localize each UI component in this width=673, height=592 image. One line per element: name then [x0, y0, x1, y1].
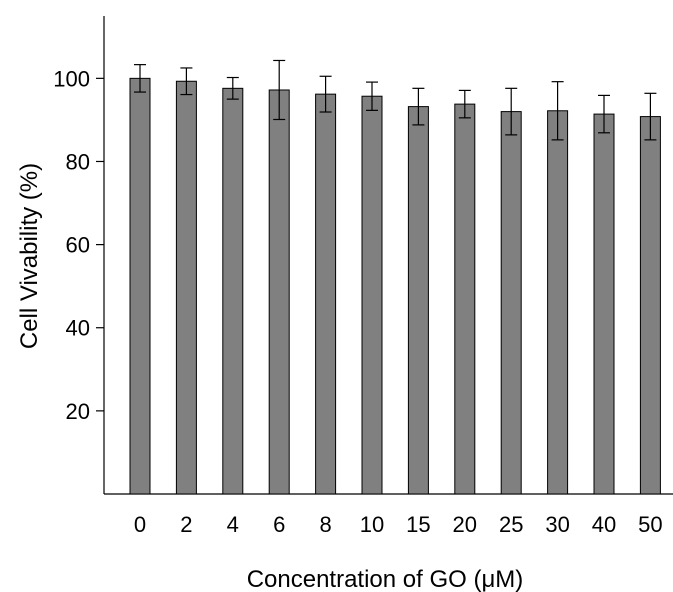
bar [454, 103, 476, 495]
bars [129, 77, 661, 495]
x-tick-label: 2 [180, 512, 192, 537]
x-axis-title: Concentration of GO (μM) [247, 566, 524, 592]
bar [268, 89, 290, 495]
x-axis: 0 2 4 6 8 10 15 20 25 30 40 50 [104, 493, 673, 537]
bar [222, 87, 244, 495]
y-tick-label: 20 [66, 399, 90, 424]
y-tick-label: 40 [66, 316, 90, 341]
x-tick-labels: 0 2 4 6 8 10 15 20 25 30 40 50 [134, 512, 663, 537]
x-tick-label: 20 [453, 512, 477, 537]
x-tick-label: 25 [499, 512, 523, 537]
bar [361, 95, 383, 495]
y-axis-title: Cell Vivability (%) [16, 163, 43, 349]
bar [407, 106, 429, 495]
bar [547, 110, 569, 495]
y-ticks: 20 40 60 80 100 [53, 66, 104, 424]
y-tick-label: 60 [66, 233, 90, 258]
x-tick-label: 8 [319, 512, 331, 537]
bar [315, 93, 337, 495]
y-tick-label: 100 [53, 66, 90, 91]
error-bars [134, 59, 657, 141]
x-tick-label: 30 [545, 512, 569, 537]
x-tick-label: 4 [227, 512, 239, 537]
bar [593, 113, 615, 495]
y-axis: 20 40 60 80 100 [53, 16, 105, 494]
y-tick-label: 80 [66, 149, 90, 174]
bar [175, 80, 197, 495]
x-tick-label: 40 [592, 512, 616, 537]
x-tick-label: 0 [134, 512, 146, 537]
bar [639, 116, 661, 495]
bar [500, 111, 522, 495]
x-tick-label: 6 [273, 512, 285, 537]
x-tick-label: 50 [638, 512, 662, 537]
x-tick-label: 10 [360, 512, 384, 537]
bar [129, 77, 151, 495]
x-tick-label: 15 [406, 512, 430, 537]
